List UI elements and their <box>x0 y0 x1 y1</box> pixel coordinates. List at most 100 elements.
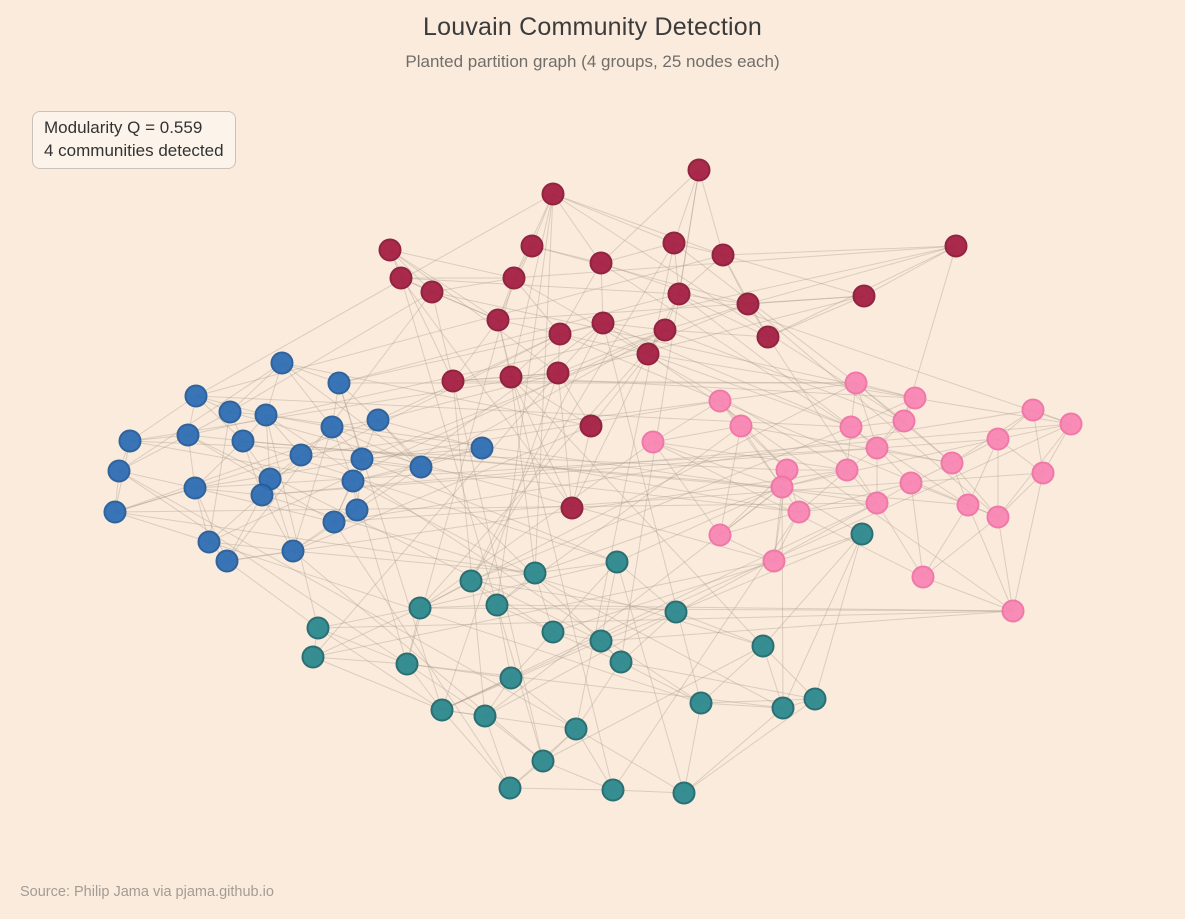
graph-node-community-pink <box>1001 599 1025 623</box>
graph-edge <box>389 249 559 374</box>
graph-node-community-pink <box>940 451 964 475</box>
graph-node-community-pink <box>844 371 868 395</box>
graph-edge <box>226 494 263 562</box>
graph-edge <box>559 333 649 355</box>
graph-edge <box>129 372 559 442</box>
graph-node-community-teal <box>499 666 523 690</box>
graph-edge <box>747 303 999 518</box>
graph-edge <box>194 400 721 489</box>
graph-edge <box>229 291 433 413</box>
graph-edge <box>281 362 333 428</box>
graph-edge <box>431 291 499 321</box>
graph-edge <box>552 533 863 633</box>
graph-edge <box>590 353 649 427</box>
graph-edge <box>300 382 857 456</box>
graph-edge <box>620 661 816 700</box>
graph-node-community-blue <box>254 403 278 427</box>
graph-edge <box>781 486 863 535</box>
graph-node-community-blue <box>183 476 207 500</box>
communities-count: 4 communities detected <box>44 140 224 160</box>
graph-edge <box>967 438 999 506</box>
graph-edge <box>484 715 511 789</box>
graph-edge <box>226 560 319 629</box>
graph-edge <box>338 382 363 460</box>
graph-edge <box>194 487 228 562</box>
graph-node-community-teal <box>601 778 625 802</box>
graph-node-community-teal <box>498 776 522 800</box>
graph-edge <box>496 604 1014 612</box>
graph-edge <box>664 303 749 331</box>
chart-title: Louvain Community Detection <box>423 13 762 41</box>
graph-node-community-blue <box>409 455 433 479</box>
graph-edge <box>571 425 592 509</box>
graph-node-community-teal <box>589 629 613 653</box>
graph-edge <box>312 656 408 665</box>
modularity-annotation: Modularity Q = 0.559 4 communities detec… <box>32 111 236 169</box>
graph-edge <box>747 295 865 305</box>
graph-node-community-blue <box>470 436 494 460</box>
graph-edge <box>951 462 999 518</box>
graph-edge <box>602 322 702 704</box>
graph-edge <box>441 709 511 789</box>
graph-edge <box>513 245 957 279</box>
graph-edge <box>652 441 783 488</box>
graph-edge <box>678 293 769 338</box>
graph-edge <box>452 380 544 762</box>
graph-edge <box>675 533 863 613</box>
graph-edge <box>470 242 675 582</box>
graph-edge <box>496 604 512 679</box>
graph-node-community-blue <box>184 384 208 408</box>
graph-node-community-crimson <box>541 182 565 206</box>
graph-edge <box>470 580 554 633</box>
graph-edge <box>510 376 573 509</box>
graph-node-community-teal <box>301 645 325 669</box>
graph-node-community-crimson <box>711 243 735 267</box>
graph-edge <box>377 333 561 421</box>
graph-node-community-pink <box>1021 398 1045 422</box>
graph-edge <box>575 728 614 791</box>
graph-edge <box>333 322 604 523</box>
graph-node-community-pink <box>911 565 935 589</box>
graph-node-community-crimson <box>486 308 510 332</box>
graph-node-community-teal <box>771 696 795 720</box>
graph-edge <box>208 329 666 543</box>
graph-edge <box>292 425 592 552</box>
graph-node-community-blue <box>345 498 369 522</box>
graph-node-community-teal <box>850 522 874 546</box>
graph-node-community-pink <box>986 505 1010 529</box>
graph-edge <box>510 376 916 399</box>
graph-edge <box>419 561 618 609</box>
graph-edge <box>781 486 784 709</box>
graph-edge <box>406 663 784 709</box>
graph-edge <box>441 709 577 730</box>
graph-node-community-crimson <box>441 369 465 393</box>
graph-edge <box>118 470 577 730</box>
graph-node-community-pink <box>787 500 811 524</box>
graph-node-community-teal <box>751 634 775 658</box>
graph-edge <box>496 193 554 606</box>
graph-node-community-pink <box>986 427 1010 451</box>
graph-edge <box>406 663 512 679</box>
graph-edge <box>997 516 1014 612</box>
graph-node-community-crimson <box>579 414 603 438</box>
graph-node-community-teal <box>531 749 555 773</box>
graph-node-community-pink <box>839 415 863 439</box>
graph-node-community-blue <box>270 351 294 375</box>
graph-edge <box>616 561 685 794</box>
graph-edge <box>620 661 702 704</box>
graph-node-community-blue <box>107 459 131 483</box>
graph-edge <box>600 561 618 642</box>
graph-edge <box>531 245 749 305</box>
graph-edge <box>559 262 602 335</box>
graph-edge <box>600 610 1014 642</box>
graph-node-community-blue <box>218 400 242 424</box>
graph-edge <box>700 698 816 704</box>
graph-node-community-blue <box>320 415 344 439</box>
graph-edge <box>352 466 422 482</box>
graph-node-community-crimson <box>944 234 968 258</box>
graph-edge <box>338 293 680 384</box>
graph-node-community-pink <box>1059 412 1083 436</box>
graph-edge <box>194 447 878 489</box>
graph-edge <box>531 245 602 264</box>
